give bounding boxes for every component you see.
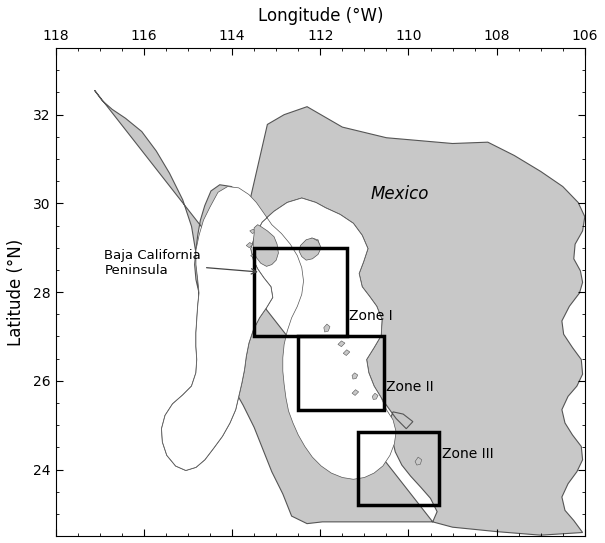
Polygon shape bbox=[324, 324, 330, 332]
Polygon shape bbox=[372, 393, 378, 400]
Text: Zone I: Zone I bbox=[349, 310, 393, 324]
Polygon shape bbox=[94, 90, 585, 535]
Polygon shape bbox=[299, 238, 321, 260]
Polygon shape bbox=[305, 238, 320, 253]
Polygon shape bbox=[343, 350, 350, 356]
Y-axis label: Latitude (°N): Latitude (°N) bbox=[7, 238, 25, 346]
Polygon shape bbox=[352, 390, 359, 395]
Polygon shape bbox=[352, 373, 358, 379]
Bar bbox=[254, 248, 347, 337]
Polygon shape bbox=[250, 254, 257, 258]
Polygon shape bbox=[415, 457, 422, 465]
X-axis label: Longitude (°W): Longitude (°W) bbox=[258, 7, 383, 25]
Bar bbox=[298, 337, 384, 409]
Text: Baja California
Peninsula: Baja California Peninsula bbox=[104, 249, 257, 277]
Polygon shape bbox=[338, 341, 345, 346]
Bar bbox=[358, 432, 439, 505]
Polygon shape bbox=[246, 242, 253, 248]
Text: Zone II: Zone II bbox=[387, 381, 434, 394]
Text: Zone III: Zone III bbox=[442, 447, 493, 461]
Polygon shape bbox=[253, 225, 278, 267]
Polygon shape bbox=[162, 187, 396, 479]
Text: Mexico: Mexico bbox=[370, 185, 429, 203]
Polygon shape bbox=[250, 229, 256, 233]
